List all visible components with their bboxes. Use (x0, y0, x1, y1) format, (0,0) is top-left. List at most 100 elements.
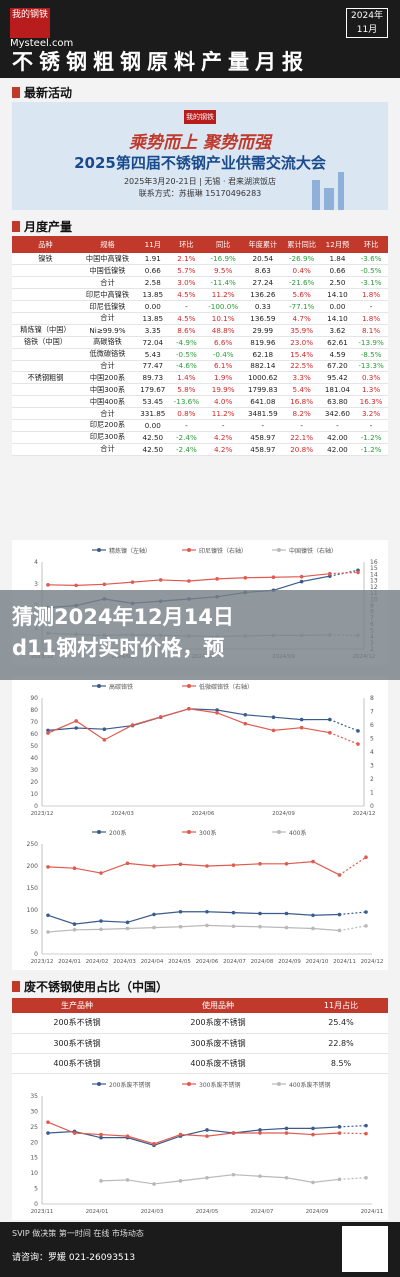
cell: 62.61 (320, 336, 355, 349)
forecast-line (339, 911, 367, 916)
cell: 62.18 (243, 348, 283, 361)
data-point (364, 910, 368, 914)
table-row: 200系不锈钢 200系废不锈钢 25.4% (12, 1013, 388, 1034)
cell: 1.3% (354, 383, 388, 397)
data-point (205, 864, 209, 868)
data-point (205, 1128, 209, 1132)
col-header: 品种 (12, 236, 79, 253)
cell: 342.60 (320, 407, 355, 420)
y-tick-label: 5 (34, 1186, 38, 1193)
y-tick-label: 35 (30, 1093, 38, 1100)
data-point (178, 924, 183, 929)
cell (12, 360, 79, 373)
banner-date-place: 2025年3月20-21日 | 无锡 · 君来湖滨饭店 (123, 177, 277, 186)
series-line (100, 1174, 340, 1185)
cell: 458.97 (243, 443, 283, 456)
cell: 42.00 (320, 431, 355, 444)
data-point (178, 1132, 183, 1137)
event-banner[interactable]: 我的钢铁 乘势而上 聚势而强 2025第四届不锈钢产业供需交流大会 2025年3… (12, 102, 388, 210)
date-badge: 2024年 11月 (346, 8, 388, 38)
x-tick-label: 2023/12 (31, 959, 54, 965)
data-point (258, 1131, 262, 1135)
data-point (74, 726, 78, 730)
cell: 不锈钢粗钢 (12, 371, 79, 385)
cell: -13.6% (169, 395, 204, 409)
cell: -4.9% (169, 336, 204, 349)
series-line (47, 924, 340, 933)
col-header: 11月占比 (293, 998, 388, 1013)
legend-label: 中国镍铁（右轴） (289, 547, 337, 555)
cell: 4.5% (169, 312, 204, 325)
y-tick-label: 3 (34, 581, 38, 588)
legend-marker (97, 830, 101, 834)
cell: 181.04 (320, 383, 355, 397)
cell: 67.20 (320, 360, 355, 373)
data-point (74, 719, 78, 723)
logo-text: 我的钢铁 (11, 10, 48, 20)
data-point (46, 1120, 50, 1125)
table-row: 中国400系 53.45 -13.6% 4.0% 641.08 16.8% 63.80 16.… (12, 395, 388, 409)
cell: 8.5% (293, 1053, 388, 1074)
data-point (130, 723, 135, 727)
data-point (46, 930, 50, 934)
data-point (231, 1131, 236, 1135)
x-tick-label: 2024/04 (141, 959, 164, 965)
cell: 16.3% (354, 395, 388, 409)
cell: - (203, 419, 244, 432)
forecast-line (339, 1132, 367, 1135)
cell: -1.2% (354, 443, 388, 456)
table-row: 合计 13.85 4.5% 10.1% 136.59 4.7% 14.10 1.8% (12, 312, 388, 325)
cell: -0.5% (354, 264, 388, 278)
cell: 合计 (78, 443, 137, 456)
table-row: 中国300系 179.67 5.8% 19.9% 1799.83 5.4% 181.04 1.… (12, 383, 388, 397)
banner-contact: 联系方式：苏振琳 15170496283 (138, 189, 262, 198)
col-header: 规格 (78, 236, 137, 253)
cell: 3.2% (354, 407, 388, 420)
cell: 1.9% (203, 371, 244, 385)
cell (12, 276, 79, 290)
cell: 200系废不锈钢 (142, 1013, 294, 1034)
data-point (337, 928, 342, 933)
article-title-overlay[interactable]: 猜测2024年12月14日 d11钢材实时价格，预 (0, 590, 400, 680)
section-marker-icon (12, 221, 20, 232)
cell: 8.6% (169, 324, 204, 337)
cell: 8.63 (243, 264, 283, 278)
table-row: 低微碳铬铁 5.43 -0.5% -0.4% 62.18 15.4% 4.59 -8.5% (12, 348, 388, 361)
y2-tick-label: 14 (370, 571, 378, 578)
x-tick-label: 2024/05 (168, 959, 191, 965)
cell: 22.1% (282, 431, 321, 444)
cell: 641.08 (243, 395, 283, 409)
qr-code-icon[interactable] (342, 1226, 388, 1272)
data-point (284, 1175, 289, 1180)
data-point (125, 861, 130, 866)
data-point (231, 1172, 236, 1177)
cell: 1.4% (169, 371, 204, 385)
legend-label: 高碳铬铁 (109, 683, 133, 691)
section-title: 最新活动 (24, 86, 73, 100)
cell: 458.97 (243, 431, 283, 444)
data-point (99, 927, 103, 932)
ferrochrome-output-chart: 高碳铬铁 低微碳铬铁（右轴）908070605040302010087654321… (12, 676, 388, 822)
cell: 27.24 (243, 276, 283, 290)
cell: 0.8% (169, 407, 204, 420)
forecast-line (329, 718, 359, 732)
col-header: 年度累计 (243, 236, 283, 253)
cell: 0.66 (320, 264, 355, 278)
cell: 3.0% (169, 276, 204, 290)
data-point (284, 1131, 289, 1135)
data-point (152, 912, 156, 917)
data-point (364, 924, 368, 928)
col-header: 使用品种 (142, 998, 294, 1013)
date-month: 11月 (356, 25, 378, 35)
cell: 中国200系 (78, 371, 137, 385)
y-tick-label: 0 (34, 951, 38, 958)
cell: 3481.59 (243, 407, 283, 420)
cell: 0.4% (282, 264, 321, 278)
data-point (356, 742, 360, 746)
y-tick-label: 25 (30, 1124, 38, 1131)
cell: -21.6% (282, 276, 321, 290)
cell: -77.1% (282, 300, 321, 313)
forecast-line (329, 571, 359, 575)
cell: 22.5% (282, 360, 321, 373)
data-point (243, 713, 248, 717)
